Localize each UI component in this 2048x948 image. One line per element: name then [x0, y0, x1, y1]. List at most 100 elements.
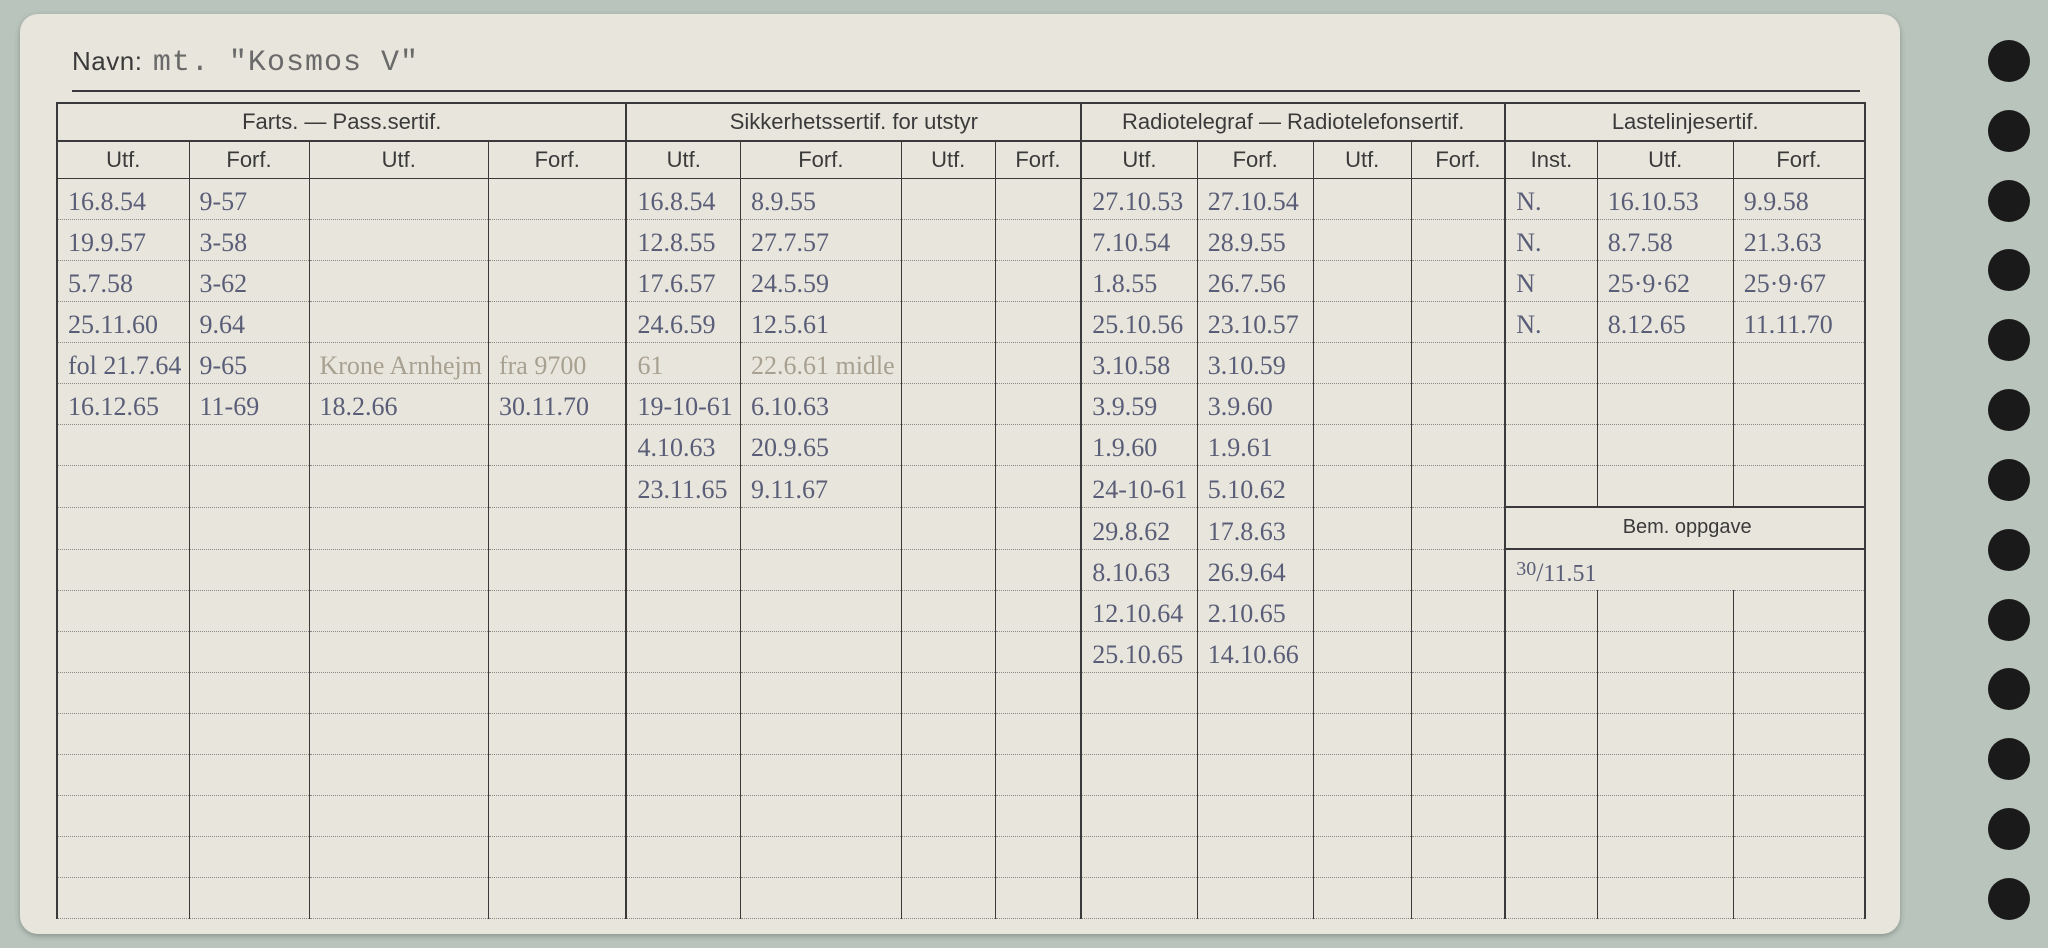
- cell: 17.8.63: [1197, 507, 1313, 549]
- cell: [901, 343, 995, 384]
- cell: [995, 343, 1081, 384]
- cell: [740, 837, 901, 878]
- group-farts: Farts. — Pass.sertif.: [57, 103, 626, 141]
- ledger-card: Navn: mt. "Kosmos V" Farts. — Pass.serti…: [20, 14, 1900, 934]
- cell: [1597, 384, 1733, 425]
- cell: [57, 714, 189, 755]
- cell: [1313, 714, 1411, 755]
- cell: [1597, 837, 1733, 878]
- cell: [488, 714, 626, 755]
- cell: [189, 673, 309, 714]
- cell: [995, 261, 1081, 302]
- hole: [1988, 40, 2030, 82]
- cell: 3.10.59: [1197, 343, 1313, 384]
- cell: [1313, 673, 1411, 714]
- cell: [57, 466, 189, 508]
- cell: [1313, 837, 1411, 878]
- cell: [995, 755, 1081, 796]
- cell: 25.10.56: [1081, 302, 1197, 343]
- cell: [901, 384, 995, 425]
- cell: [901, 755, 995, 796]
- col-forf: Forf.: [1733, 141, 1865, 179]
- cell: N.: [1505, 179, 1597, 220]
- cell: [309, 714, 488, 755]
- cell: [1597, 466, 1733, 508]
- col-inst: Inst.: [1505, 141, 1597, 179]
- cell: [901, 632, 995, 673]
- cell: 25.11.60: [57, 302, 189, 343]
- cell: [488, 466, 626, 508]
- cell: [901, 878, 995, 919]
- cell: [309, 261, 488, 302]
- cell: [488, 632, 626, 673]
- cell: 23.11.65: [626, 466, 740, 508]
- cell: 16.8.54: [626, 179, 740, 220]
- cell: [189, 425, 309, 466]
- cell: [189, 549, 309, 591]
- table-row: 25.11.609.6424.6.5912.5.6125.10.5623.10.…: [57, 302, 1865, 343]
- bem-oppgave-header: Bem. oppgave: [1505, 507, 1865, 549]
- cell: [1313, 796, 1411, 837]
- navn-label: Navn:: [72, 46, 142, 76]
- cell: [995, 220, 1081, 261]
- cell: [309, 591, 488, 632]
- cell: [1733, 837, 1865, 878]
- cell: [901, 179, 995, 220]
- cell: [1411, 673, 1505, 714]
- cell: [1505, 878, 1597, 919]
- cell: [901, 302, 995, 343]
- cell: 12.5.61: [740, 302, 901, 343]
- cell: 30.11.70: [488, 384, 626, 425]
- table-row: [57, 796, 1865, 837]
- cell: [740, 591, 901, 632]
- cell: 14.10.66: [1197, 632, 1313, 673]
- bem-oppgave-value: 30/11.51: [1505, 549, 1865, 591]
- cell: [189, 466, 309, 508]
- table-row: 25.10.6514.10.66: [57, 632, 1865, 673]
- cell: [1197, 714, 1313, 755]
- cell: 2.10.65: [1197, 591, 1313, 632]
- cell: [189, 755, 309, 796]
- cell: [1505, 632, 1597, 673]
- cell: [1313, 220, 1411, 261]
- cell: 26.7.56: [1197, 261, 1313, 302]
- cell: [57, 796, 189, 837]
- cell: [1505, 837, 1597, 878]
- cell: [1505, 384, 1597, 425]
- cell: [1733, 591, 1865, 632]
- cell: 28.9.55: [1197, 220, 1313, 261]
- cell: [995, 425, 1081, 466]
- cell: [488, 261, 626, 302]
- cell: [1411, 837, 1505, 878]
- table-row: 16.8.549-5716.8.548.9.5527.10.5327.10.54…: [57, 179, 1865, 220]
- cell: [1597, 878, 1733, 919]
- cell: [488, 179, 626, 220]
- cell: 3-62: [189, 261, 309, 302]
- hole: [1988, 319, 2030, 361]
- cell: [1733, 714, 1865, 755]
- cell: 24.5.59: [740, 261, 901, 302]
- cell: [189, 507, 309, 549]
- cell: [740, 673, 901, 714]
- cell: [309, 673, 488, 714]
- cell: [309, 796, 488, 837]
- cell: 11-69: [189, 384, 309, 425]
- cell: [1597, 714, 1733, 755]
- cell: 19.9.57: [57, 220, 189, 261]
- cell: [1197, 796, 1313, 837]
- cell: [1313, 549, 1411, 591]
- cell: 3.10.58: [1081, 343, 1197, 384]
- cell: [57, 591, 189, 632]
- cell: [626, 755, 740, 796]
- cell: [189, 591, 309, 632]
- cell: [1505, 714, 1597, 755]
- cell: 12.8.55: [626, 220, 740, 261]
- hole: [1988, 249, 2030, 291]
- cell: [1081, 878, 1197, 919]
- cell: [57, 878, 189, 919]
- cell: [309, 507, 488, 549]
- cell: [740, 755, 901, 796]
- cell: [309, 837, 488, 878]
- cell: [1313, 384, 1411, 425]
- col-utf: Utf.: [309, 141, 488, 179]
